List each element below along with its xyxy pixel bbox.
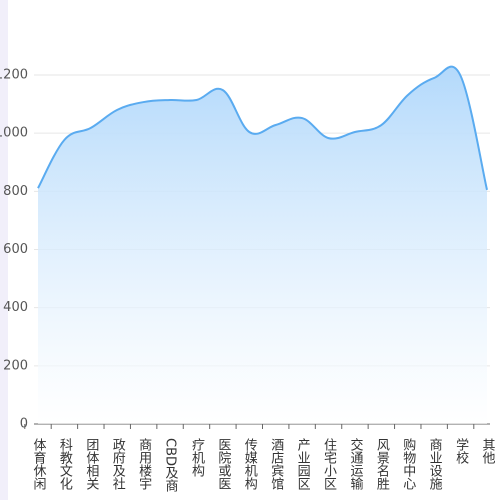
y-tick-label: 1200 [0,68,28,83]
x-tick-label: 医院或医 [215,438,231,490]
x-tick-label: 酒店宾馆 [268,438,284,490]
y-tick-label: 600 [3,242,28,257]
x-tick-label: 商用楼宇 [136,438,152,490]
y-tick-label: 1000 [0,126,28,141]
x-tick-label: 商业设施 [427,438,443,490]
x-tick-label: 体育休闲 [31,438,47,491]
x-tick-label: 其他 [480,438,496,465]
y-tick-label: 400 [3,300,28,315]
side-strip [0,0,8,500]
x-tick-label: 交通运输 [347,437,363,490]
x-tick-label: 风景名胜 [374,438,390,491]
x-tick-label: 团体相关 [83,438,99,490]
area-line [37,65,488,191]
x-tick-label: 政府及社 [110,438,126,490]
x-tick-label: 购物中心 [400,437,416,490]
x-tick-label: 学校 [453,437,469,464]
y-tick-label: 800 [3,184,28,199]
x-tick-label: 产业园区 [295,438,311,490]
x-tick-label: 疗机构 [189,438,205,477]
area-fill [38,66,487,424]
x-tick-label: CBD及商 [163,438,179,492]
y-tick-label: 0 [20,417,28,432]
x-tick-label: 传媒机构 [242,438,258,490]
y-tick-label: 200 [3,358,28,373]
x-tick-label: 住宅小区 [321,438,337,490]
x-tick-label: 科教文化 [57,438,73,491]
